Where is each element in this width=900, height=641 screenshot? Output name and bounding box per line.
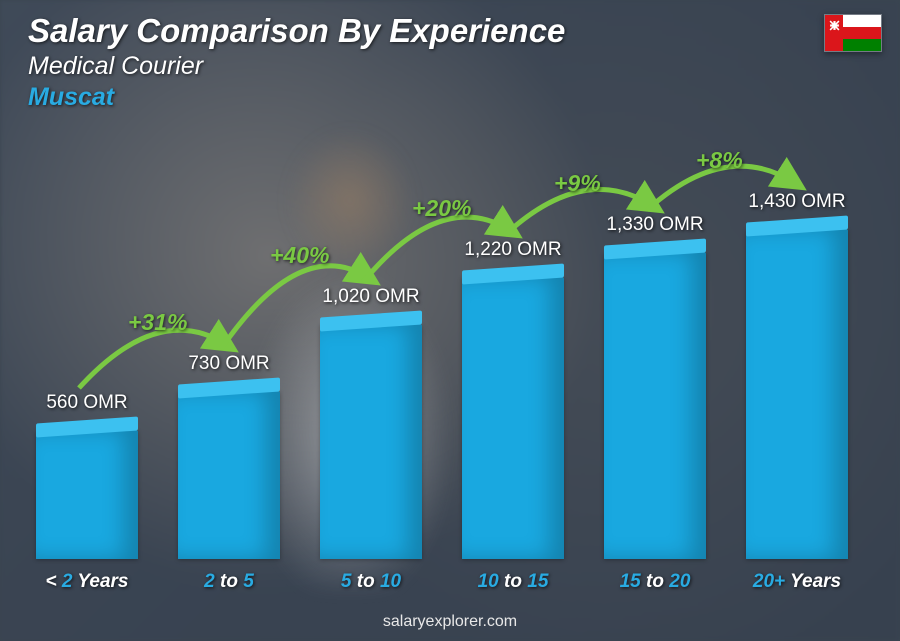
bar — [746, 229, 848, 559]
growth-pct-label: +8% — [696, 147, 743, 174]
bar-chart: 560 OMR < 2 Years 730 OMR 2 to 5 +31% 1,020 O… — [28, 133, 866, 593]
bar-category-label: 5 to 10 — [312, 571, 430, 593]
oman-flag-icon — [824, 14, 882, 52]
flag-emblem-icon — [829, 18, 840, 29]
bar-category-label: 10 to 15 — [454, 571, 572, 593]
bar-value-label: 1,220 OMR — [454, 239, 572, 261]
bar-value-label: 1,020 OMR — [312, 286, 430, 308]
bar-category-label: 2 to 5 — [170, 571, 288, 593]
bar — [604, 252, 706, 559]
bar-value-label: 1,330 OMR — [596, 214, 714, 236]
growth-pct-label: +31% — [128, 309, 187, 336]
bar-value-label: 730 OMR — [170, 353, 288, 375]
growth-pct-label: +9% — [554, 170, 601, 197]
bar-category-label: < 2 Years — [28, 571, 146, 593]
bar — [36, 430, 138, 559]
bar-category-label: 15 to 20 — [596, 571, 714, 593]
bar — [462, 277, 564, 559]
chart-subtitle: Medical Courier — [28, 52, 565, 81]
chart-location: Muscat — [28, 83, 565, 112]
bar — [320, 324, 422, 559]
growth-pct-label: +20% — [412, 195, 471, 222]
bar — [178, 391, 280, 559]
chart-title: Salary Comparison By Experience — [28, 12, 565, 50]
header: Salary Comparison By Experience Medical … — [28, 12, 565, 112]
bar-category-label: 20+ Years — [738, 571, 856, 593]
footer-attribution: salaryexplorer.com — [0, 613, 900, 631]
bar-value-label: 560 OMR — [28, 392, 146, 414]
bar-value-label: 1,430 OMR — [738, 191, 856, 213]
growth-pct-label: +40% — [270, 242, 329, 269]
